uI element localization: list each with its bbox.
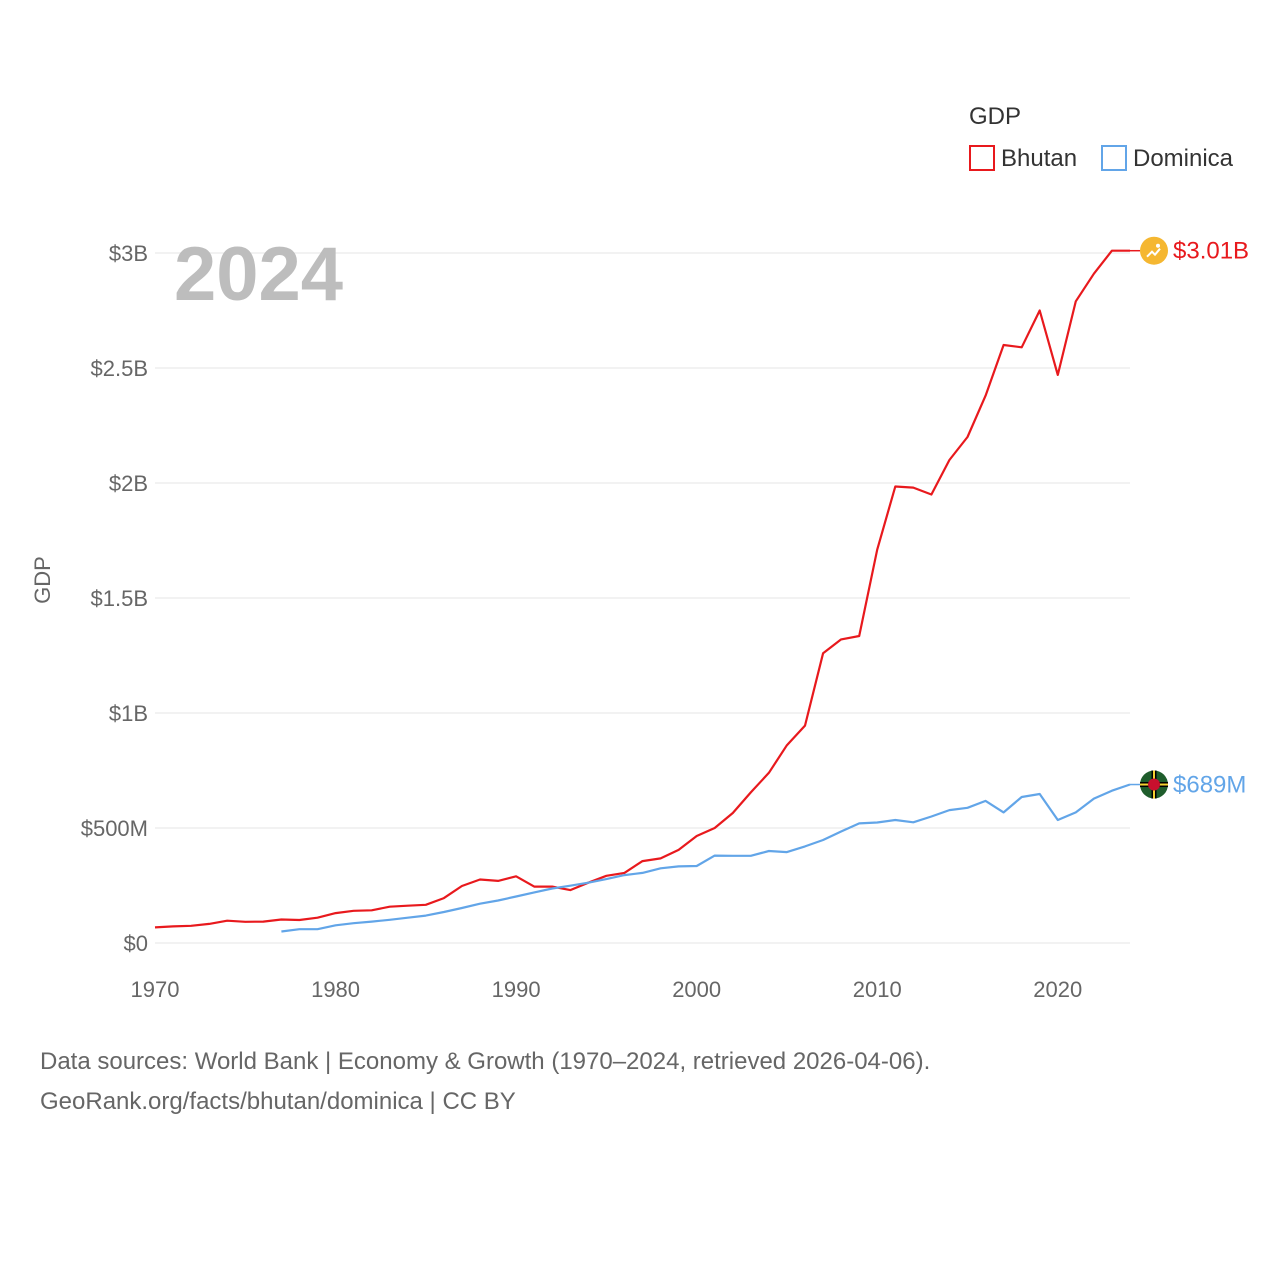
y-tick-label: $2B [109,471,148,496]
legend-item-dominica[interactable]: Dominica [1101,145,1234,172]
legend-swatch-dominica [1101,145,1127,171]
bhutan-end-marker: $3.01B [1130,236,1249,265]
legend-title: GDP [969,103,1021,130]
series-line-bhutan [154,249,1130,929]
legend: GDP Bhutan Dominica [969,103,1234,172]
x-tick-label: 1970 [131,977,180,1002]
y-axis-label: GDP [30,556,55,604]
dominica-flag-icon [1140,770,1168,799]
bhutan-end-value: $3.01B [1173,238,1249,265]
y-tick-label: $0 [124,931,148,956]
legend-item-bhutan[interactable]: Bhutan [969,145,1077,172]
series-line-dominica [281,783,1131,933]
y-tick-label: $3B [109,241,148,266]
x-tick-label: 1980 [311,977,360,1002]
dominica-end-marker: $689M [1130,770,1246,799]
dominica-end-value: $689M [1173,772,1246,799]
legend-swatch-bhutan [969,145,995,171]
gridlines [155,252,1130,944]
legend-label-dominica: Dominica [1133,145,1234,172]
data-sources-text: Data sources: World Bank | Economy & Gro… [40,1048,931,1075]
axes: $0 $500M $1B $1.5B $2B $2.5B $3B 1970 1980 1990 20… [81,241,1083,1002]
footer: Data sources: World Bank | Economy & Gro… [40,1042,930,1122]
bhutan-flag-icon [1140,236,1168,265]
legend-label-bhutan: Bhutan [1001,145,1077,172]
x-tick-label: 2020 [1033,977,1082,1002]
y-tick-label: $500M [81,816,148,841]
series-lines [154,249,1131,933]
x-tick-label: 1990 [492,977,541,1002]
attribution-text: GeoRank.org/facts/bhutan/dominica | CC B… [40,1088,516,1115]
y-tick-label: $1B [109,701,148,726]
y-tick-label: $1.5B [91,586,149,611]
x-tick-label: 2000 [672,977,721,1002]
year-label: 2024 [174,232,343,317]
x-tick-label: 2010 [853,977,902,1002]
gdp-line-chart: $0 $500M $1B $1.5B $2B $2.5B $3B 1970 1980 1990 20… [30,103,1249,1002]
y-tick-label: $2.5B [91,356,149,381]
